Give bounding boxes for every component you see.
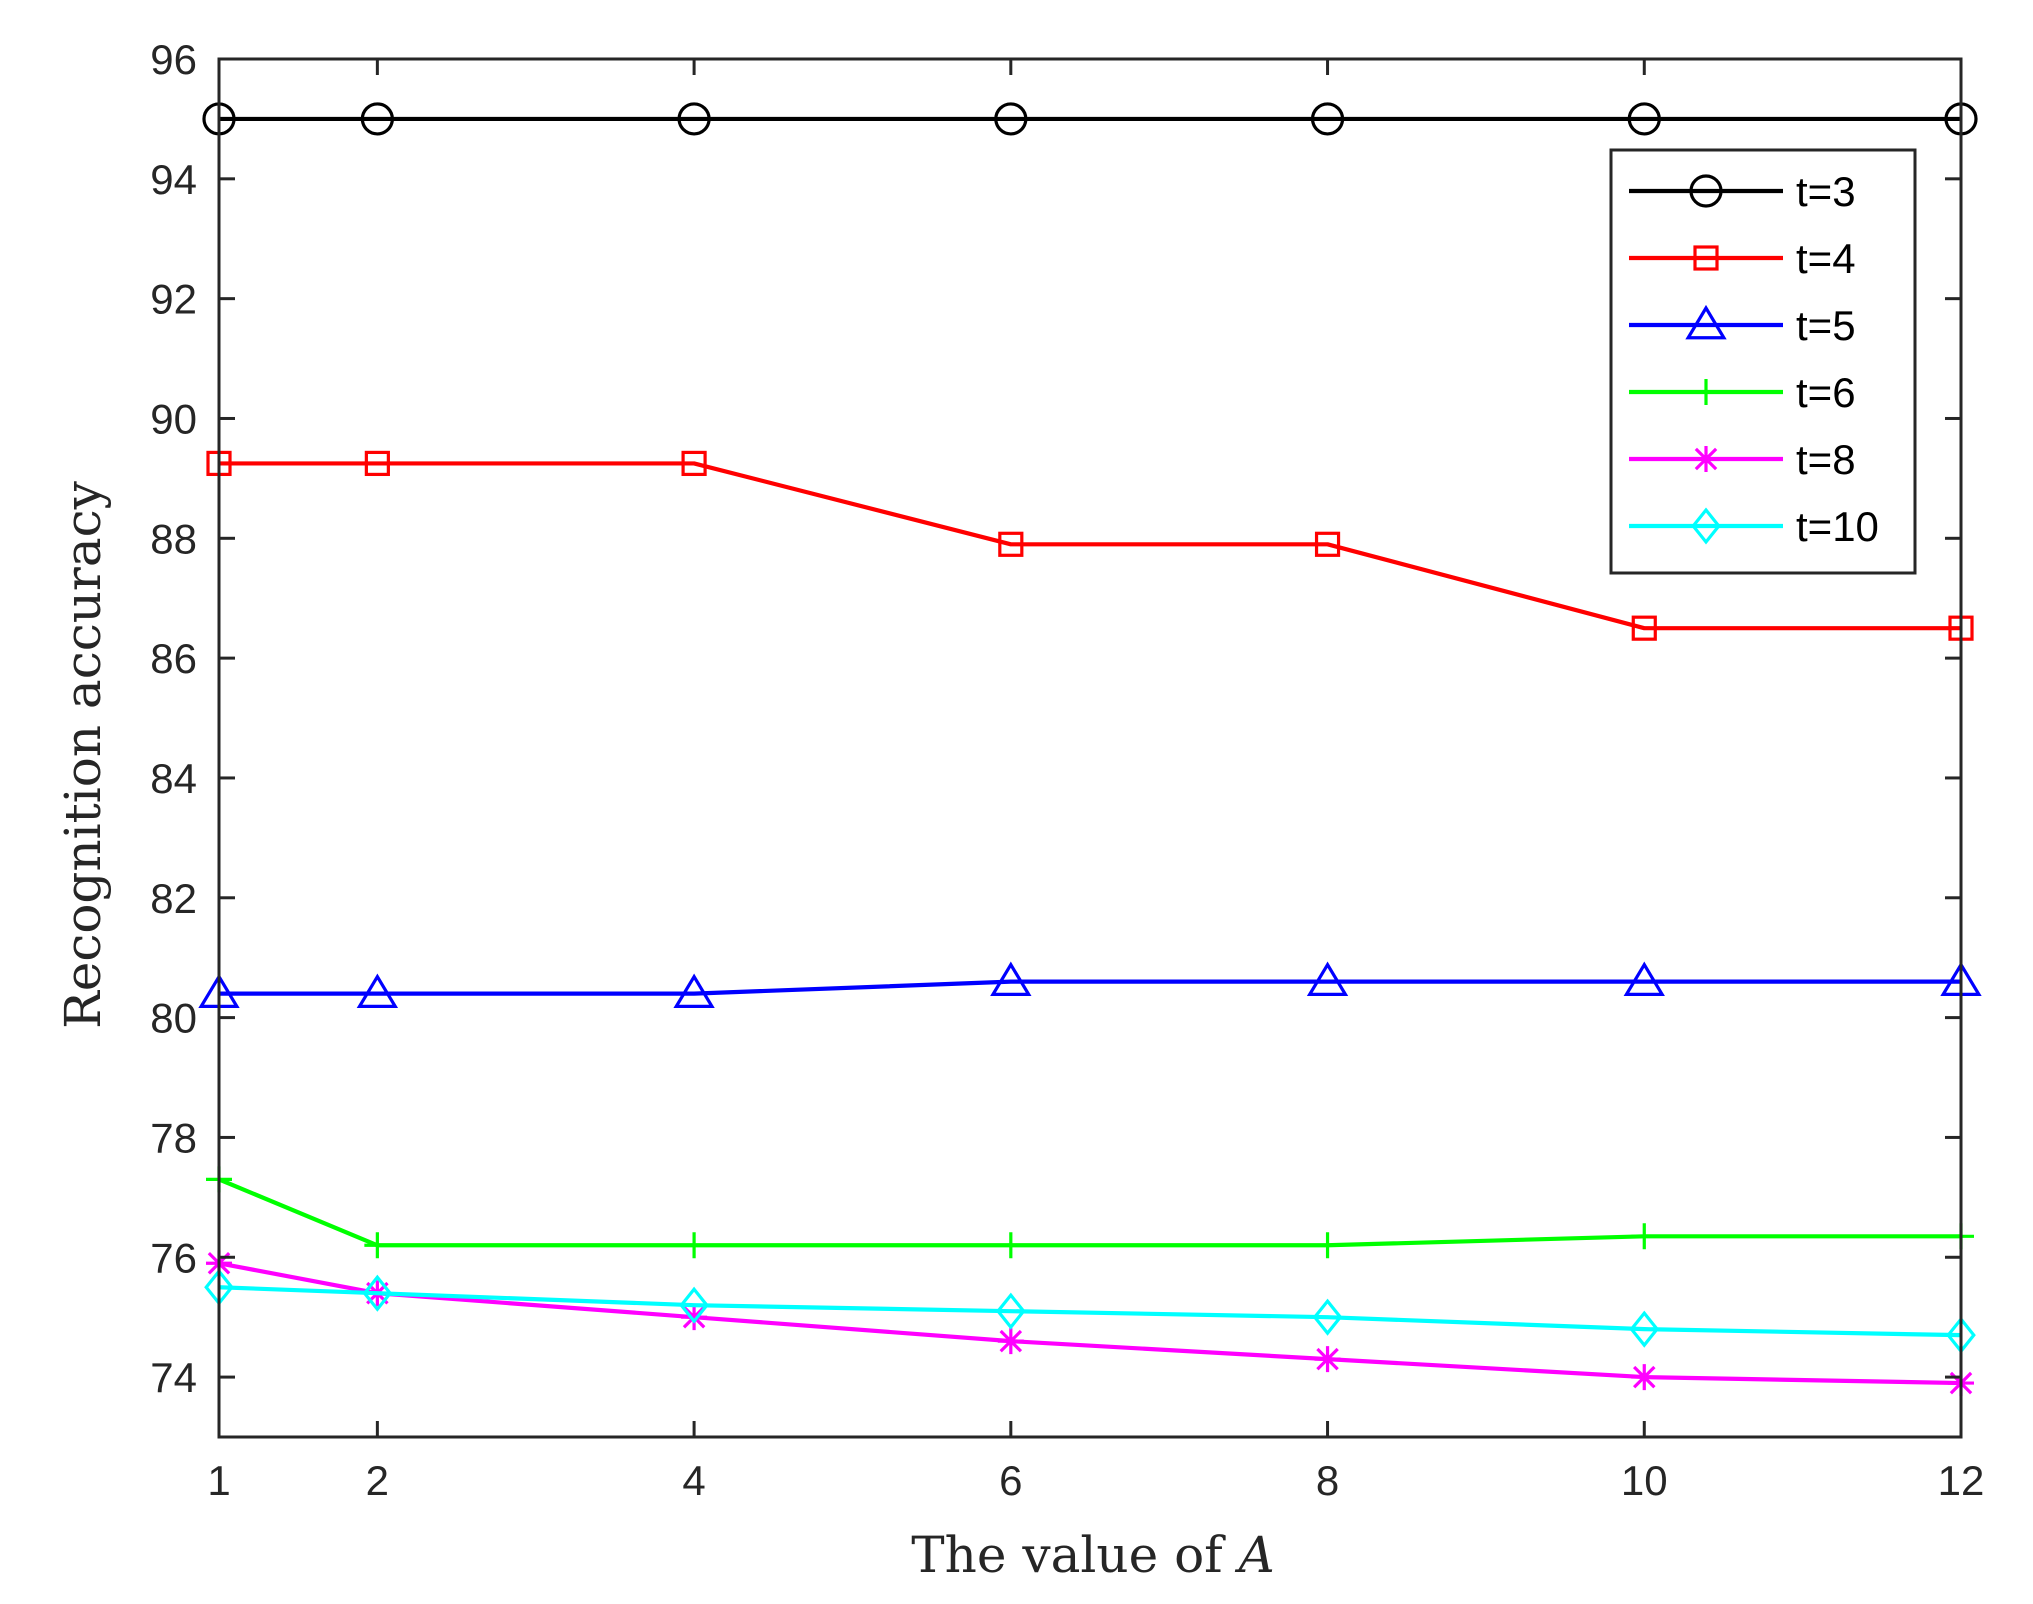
data-point-t=3-6: [994, 102, 1028, 136]
legend-marker: [1691, 507, 1721, 545]
legend-marker: [1693, 379, 1719, 405]
data-point-t=3-8: [1310, 102, 1345, 136]
legend-label: t=6: [1796, 369, 1856, 416]
data-point-t=5-8: [1306, 961, 1349, 997]
legend-marker: [1693, 245, 1719, 271]
legend-label: t=10: [1796, 503, 1879, 550]
legend-item-t=6: t=6: [1629, 369, 1856, 416]
data-point-t=3-2: [360, 102, 394, 136]
series-line-t=10: [218, 1285, 1962, 1338]
data-point-t=10-2: [362, 1274, 393, 1312]
x-tick-label: 4: [682, 1457, 705, 1504]
data-point-t=5-10: [1623, 961, 1665, 997]
legend-label: t=4: [1796, 235, 1856, 282]
series-t=4: [206, 450, 1974, 641]
data-point-t=3-4: [677, 102, 711, 136]
legend-item-t=5: t=5: [1629, 302, 1856, 349]
y-tick-label: 88: [150, 515, 197, 562]
y-tick-label: 78: [150, 1114, 197, 1161]
data-point-t=4-10: [1631, 615, 1657, 641]
legend-marker: [1689, 174, 1723, 208]
data-point-t=10-6: [995, 1292, 1026, 1330]
legend: t=3 t=4 t=5 t=6 t=8 t=10: [1609, 148, 1917, 575]
data-point-t=5-4: [673, 973, 715, 1008]
data-point-t=6-4: [681, 1232, 708, 1259]
series-line-t=5: [219, 979, 1961, 996]
data-point-t=10-10: [1629, 1310, 1660, 1348]
legend-item-t=8: t=8: [1629, 436, 1856, 483]
x-tick-label: 1: [207, 1457, 230, 1504]
legend-item-t=10: t=10: [1629, 503, 1879, 550]
y-tick-label: 84: [150, 755, 197, 802]
y-tick-label: 90: [150, 395, 197, 442]
series-t=10: [204, 1268, 1976, 1354]
data-point-t=8-6: [997, 1328, 1024, 1355]
data-point-t=5-2: [356, 973, 399, 1008]
data-point-t=10-8: [1312, 1298, 1343, 1336]
axes-box: [217, 57, 1963, 1439]
y-axis-title: Recognition accuracy: [54, 480, 112, 1029]
y-tick-label: 86: [150, 635, 197, 682]
data-point-t=8-4: [681, 1304, 708, 1331]
legend-label: t=5: [1796, 302, 1856, 349]
y-tick-label: 76: [150, 1234, 197, 1281]
x-tick-label: 12: [1938, 1457, 1985, 1504]
y-tick-label: 92: [150, 276, 197, 323]
series-t=6: [206, 1166, 1974, 1259]
x-tick-label: 10: [1621, 1457, 1668, 1504]
legend-item-t=3: t=3: [1629, 168, 1856, 215]
x-axis-title: The value of A: [911, 1526, 1274, 1584]
data-point-t=8-10: [1631, 1364, 1658, 1391]
x-tick-label: 8: [1316, 1457, 1339, 1504]
series-line-t=4: [219, 461, 1961, 631]
series-t=5: [198, 961, 1982, 1008]
y-tick-label: 94: [150, 156, 197, 203]
legend-item-t=4: t=4: [1629, 235, 1856, 282]
x-tick-label: 6: [999, 1457, 1022, 1504]
x-axis-title-variable: A: [1235, 1526, 1275, 1584]
series-layer: [198, 102, 1982, 1397]
data-point-t=10-4: [679, 1286, 709, 1324]
legend-label: t=8: [1796, 436, 1856, 483]
x-axis-title-prefix: The value of: [911, 1526, 1238, 1584]
data-point-t=8-8: [1314, 1346, 1341, 1373]
data-point-t=6-6: [997, 1232, 1024, 1259]
data-point-t=4-6: [998, 531, 1024, 557]
y-tick-label: 96: [150, 36, 197, 83]
legend-marker: [1693, 446, 1719, 472]
data-point-t=4-8: [1314, 531, 1341, 557]
data-point-t=4-2: [364, 450, 390, 477]
data-point-t=6-10: [1631, 1223, 1658, 1250]
legend-marker: [1685, 304, 1727, 340]
data-point-t=3-10: [1627, 102, 1661, 136]
legend-box: [1609, 148, 1917, 575]
y-tick-label: 82: [150, 875, 197, 922]
y-tick-label: 74: [150, 1354, 197, 1401]
data-point-t=6-8: [1314, 1232, 1341, 1259]
data-point-t=6-2: [364, 1232, 391, 1259]
data-point-t=4-4: [681, 450, 707, 477]
x-tick-label: 2: [366, 1457, 389, 1504]
data-point-t=5-6: [990, 961, 1032, 997]
axes-layer: [217, 57, 1963, 1439]
y-tick-label: 80: [150, 995, 197, 1042]
legend-label: t=3: [1796, 168, 1856, 215]
